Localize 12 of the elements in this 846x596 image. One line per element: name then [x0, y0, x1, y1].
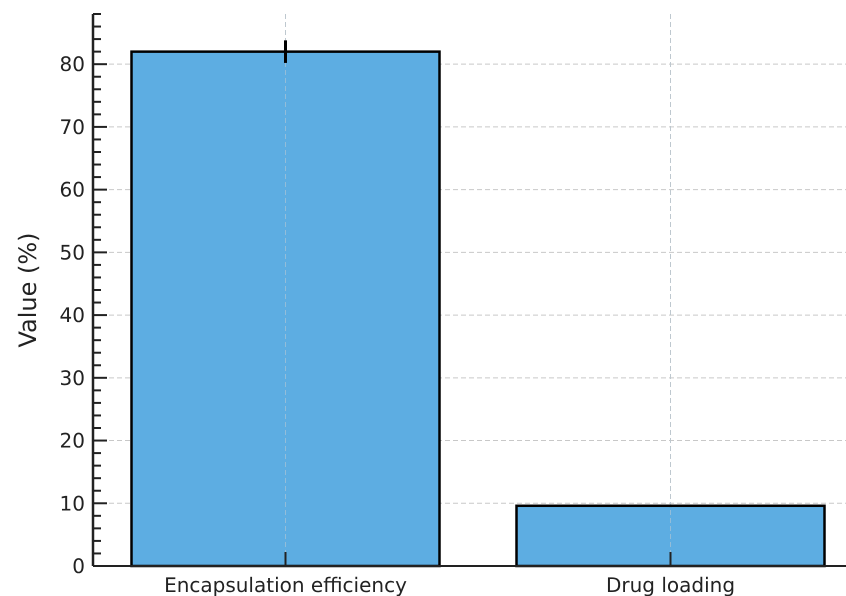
y-tick-label: 30 — [60, 366, 85, 390]
x-tick-label: Encapsulation efficiency — [164, 573, 408, 596]
y-tick-label: 0 — [72, 554, 85, 578]
y-tick-label: 20 — [60, 428, 85, 453]
y-tick-label: 70 — [60, 114, 85, 139]
y-tick-label: 40 — [60, 303, 85, 328]
y-tick-label: 50 — [60, 240, 85, 264]
y-tick-label: 10 — [60, 491, 85, 516]
y-tick-label: 80 — [60, 52, 85, 76]
y-tick-label: 60 — [60, 178, 85, 202]
x-tick-label: Drug loading — [606, 573, 736, 596]
y-axis-title: Value (%) — [14, 232, 42, 348]
